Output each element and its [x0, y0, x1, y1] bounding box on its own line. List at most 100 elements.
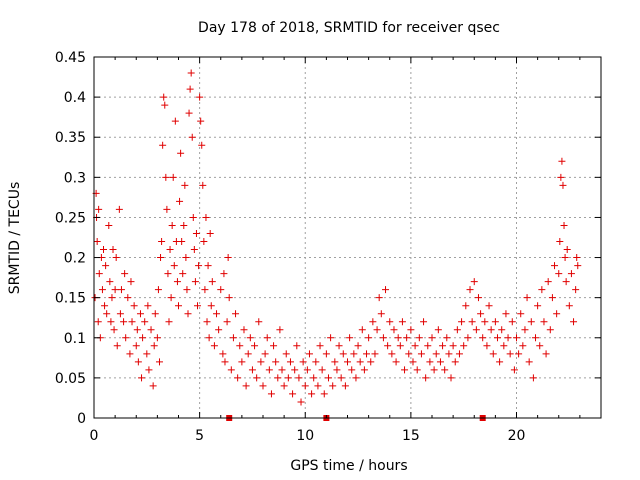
data-point	[164, 270, 172, 278]
data-point	[335, 342, 343, 350]
data-point	[297, 398, 305, 406]
data-point	[192, 229, 200, 237]
data-point	[519, 342, 527, 350]
y-tick-label: 0.45	[55, 50, 86, 66]
data-point	[506, 350, 514, 358]
data-point	[561, 254, 569, 262]
data-point	[257, 358, 265, 366]
data-point	[489, 350, 497, 358]
data-point	[434, 326, 442, 334]
data-point	[169, 173, 177, 181]
data-point	[573, 254, 581, 262]
data-point	[384, 342, 392, 350]
data-point	[185, 109, 193, 117]
data-point	[508, 318, 516, 326]
data-point	[426, 358, 434, 366]
data-point	[159, 141, 167, 149]
data-point	[371, 350, 379, 358]
data-point	[150, 342, 158, 350]
data-point	[112, 254, 120, 262]
data-point	[458, 318, 466, 326]
data-point	[195, 262, 203, 270]
data-point	[170, 262, 178, 270]
data-point	[532, 334, 540, 342]
data-point	[161, 101, 169, 109]
data-point	[173, 278, 181, 286]
data-point	[301, 382, 309, 390]
data-point	[144, 302, 152, 310]
data-point	[392, 358, 400, 366]
data-point	[346, 334, 354, 342]
data-point	[213, 310, 221, 318]
data-point	[481, 318, 489, 326]
data-point	[443, 334, 451, 342]
data-point	[544, 278, 552, 286]
data-point	[261, 350, 269, 358]
data-point	[432, 350, 440, 358]
data-point	[166, 246, 174, 254]
data-point	[308, 390, 316, 398]
axis-ticks: 0 0.05 0.1 0.15 0.2 0.25 0.3 0.35 0.4 0.45 0 5 10 15 2…	[55, 50, 601, 444]
data-point	[536, 342, 544, 350]
data-point	[187, 69, 195, 77]
data-point	[464, 334, 472, 342]
data-point	[108, 294, 116, 302]
data-point	[305, 350, 313, 358]
data-point	[274, 374, 282, 382]
data-point	[447, 374, 455, 382]
data-point	[124, 294, 132, 302]
data-point	[208, 278, 216, 286]
data-point	[113, 342, 121, 350]
data-point	[439, 342, 447, 350]
data-point	[180, 221, 188, 229]
data-point	[546, 326, 554, 334]
data-point	[100, 246, 108, 254]
y-tick-label: 0.3	[64, 170, 86, 186]
data-point	[134, 358, 142, 366]
data-point	[496, 358, 504, 366]
data-point	[485, 302, 493, 310]
y-tick-label: 0.35	[55, 130, 86, 146]
data-point	[151, 310, 159, 318]
data-point	[316, 342, 324, 350]
data-point	[184, 310, 192, 318]
x-tick-label: 5	[195, 428, 204, 444]
data-point	[232, 310, 240, 318]
data-point	[555, 270, 563, 278]
data-point	[462, 302, 470, 310]
data-point	[282, 350, 290, 358]
data-points	[91, 69, 582, 406]
data-point	[181, 181, 189, 189]
data-point	[487, 326, 495, 334]
data-point	[322, 350, 330, 358]
data-point	[238, 358, 246, 366]
data-point	[106, 278, 114, 286]
data-point	[107, 318, 115, 326]
data-point	[411, 342, 419, 350]
data-point	[105, 221, 113, 229]
data-point	[299, 358, 307, 366]
data-point	[441, 366, 449, 374]
data-point	[128, 318, 136, 326]
data-point	[390, 326, 398, 334]
data-point	[224, 254, 232, 262]
data-point	[339, 350, 347, 358]
data-point	[472, 326, 480, 334]
data-point	[477, 310, 485, 318]
data-point	[197, 117, 205, 125]
data-point	[350, 350, 358, 358]
data-point	[356, 358, 364, 366]
data-point	[534, 302, 542, 310]
data-point	[570, 318, 578, 326]
data-point	[286, 358, 294, 366]
data-point	[189, 213, 197, 221]
data-point	[117, 286, 125, 294]
data-point	[130, 302, 138, 310]
data-point	[403, 334, 411, 342]
data-point	[382, 286, 390, 294]
data-point	[572, 286, 580, 294]
data-point	[420, 318, 428, 326]
data-point	[138, 374, 146, 382]
data-point	[94, 318, 102, 326]
